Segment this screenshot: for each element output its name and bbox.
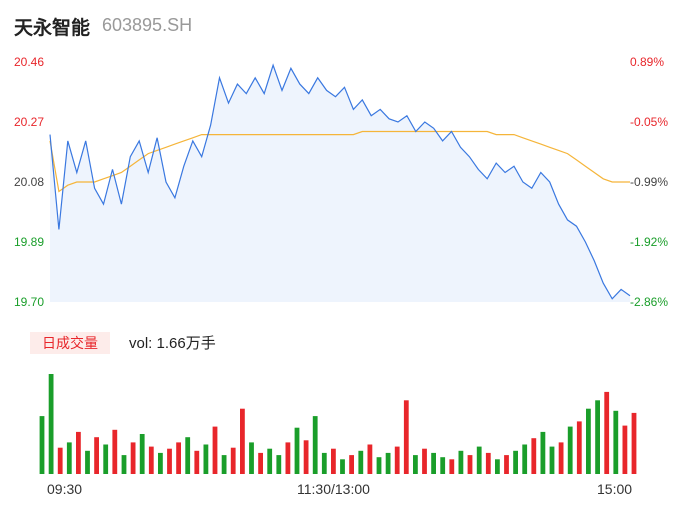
time-tick-close: 15:00 bbox=[597, 481, 633, 497]
price-tick-3: 20.08 bbox=[14, 175, 45, 189]
volume-bar bbox=[249, 442, 254, 474]
volume-bar bbox=[176, 442, 181, 474]
price-tick-4: 19.89 bbox=[14, 235, 45, 249]
volume-bar bbox=[413, 455, 418, 474]
volume-bar bbox=[76, 431, 81, 474]
volume-bar bbox=[422, 448, 427, 474]
volume-bar bbox=[522, 444, 528, 474]
volume-bar bbox=[513, 450, 518, 474]
price-tick-2: 20.27 bbox=[14, 115, 45, 129]
volume-bar bbox=[349, 455, 354, 474]
pct-tick-4: -1.92% bbox=[630, 235, 669, 249]
volume-bar bbox=[203, 444, 209, 474]
volume-bar bbox=[595, 400, 600, 474]
volume-bar bbox=[540, 431, 546, 474]
volume-bar bbox=[631, 412, 637, 474]
pct-tick-5: -2.86% bbox=[630, 295, 669, 309]
volume-bar bbox=[358, 450, 364, 474]
volume-readout: vol: 1.66万手 bbox=[129, 335, 216, 352]
volume-bar bbox=[312, 416, 318, 474]
volume-bar bbox=[376, 457, 382, 474]
volume-bar bbox=[121, 455, 127, 474]
volume-bar bbox=[276, 455, 282, 474]
volume-bar bbox=[549, 446, 555, 474]
volume-bar bbox=[476, 446, 482, 474]
volume-bar bbox=[285, 442, 291, 474]
stock-code: 603895.SH bbox=[102, 15, 193, 35]
price-tick-5: 19.70 bbox=[14, 295, 45, 309]
volume-bar bbox=[622, 425, 628, 474]
volume-bar bbox=[240, 408, 245, 474]
volume-bar bbox=[449, 459, 455, 474]
volume-bar bbox=[194, 450, 200, 474]
average-price-line bbox=[49, 130, 630, 193]
volume-bar bbox=[185, 437, 191, 474]
pct-tick-1: 0.89% bbox=[630, 55, 665, 69]
pct-tick-3: -0.99% bbox=[630, 175, 669, 189]
volume-bar bbox=[613, 410, 619, 474]
volume-bar bbox=[431, 452, 436, 474]
volume-bar bbox=[394, 446, 400, 474]
volume-bar bbox=[57, 447, 63, 474]
stock-name: 天永智能 bbox=[14, 18, 91, 39]
volume-bar bbox=[103, 444, 109, 474]
volume-bar bbox=[321, 452, 327, 474]
volume-bar bbox=[221, 455, 227, 474]
volume-bar bbox=[212, 426, 218, 474]
volume-bar bbox=[495, 459, 500, 474]
volume-bar bbox=[48, 374, 54, 474]
volume-bar bbox=[148, 446, 154, 474]
time-tick-mid: 11:30/13:00 bbox=[297, 481, 370, 497]
volume-bar bbox=[139, 434, 145, 474]
volume-bar bbox=[558, 442, 564, 474]
price-area bbox=[50, 65, 630, 302]
price-line bbox=[49, 63, 631, 300]
volume-bar bbox=[112, 429, 118, 474]
volume-bar bbox=[294, 427, 300, 474]
volume-bar bbox=[467, 455, 473, 474]
volume-bar bbox=[531, 438, 537, 474]
volume-bar bbox=[340, 459, 345, 474]
volume-bar bbox=[230, 447, 236, 474]
pct-tick-2: -0.05% bbox=[630, 115, 669, 129]
volume-bar bbox=[158, 452, 163, 474]
volume-bar bbox=[367, 444, 373, 474]
volume-bar bbox=[586, 408, 591, 474]
volume-bar bbox=[403, 400, 409, 474]
volume-bar bbox=[167, 448, 172, 474]
time-tick-open: 09:30 bbox=[47, 481, 83, 497]
volume-bar bbox=[604, 391, 610, 474]
volume-bar bbox=[258, 452, 263, 474]
volume-bar bbox=[303, 440, 309, 474]
volume-bar bbox=[385, 452, 391, 474]
volume-bar bbox=[576, 421, 582, 474]
volume-bar bbox=[504, 455, 509, 474]
volume-bar bbox=[440, 457, 446, 474]
volume-bar bbox=[331, 448, 336, 474]
volume-bar bbox=[66, 442, 72, 474]
volume-bar bbox=[94, 437, 99, 474]
volume-bar bbox=[267, 448, 273, 474]
volume-bar bbox=[39, 416, 45, 474]
volume-bar bbox=[130, 442, 136, 474]
daily-volume-tab[interactable]: 日成交量 bbox=[30, 332, 110, 354]
volume-bar bbox=[458, 450, 464, 474]
price-tick-1: 20.46 bbox=[14, 55, 45, 69]
volume-bar bbox=[485, 452, 491, 474]
volume-bar bbox=[85, 450, 90, 474]
volume-bar bbox=[567, 426, 573, 474]
